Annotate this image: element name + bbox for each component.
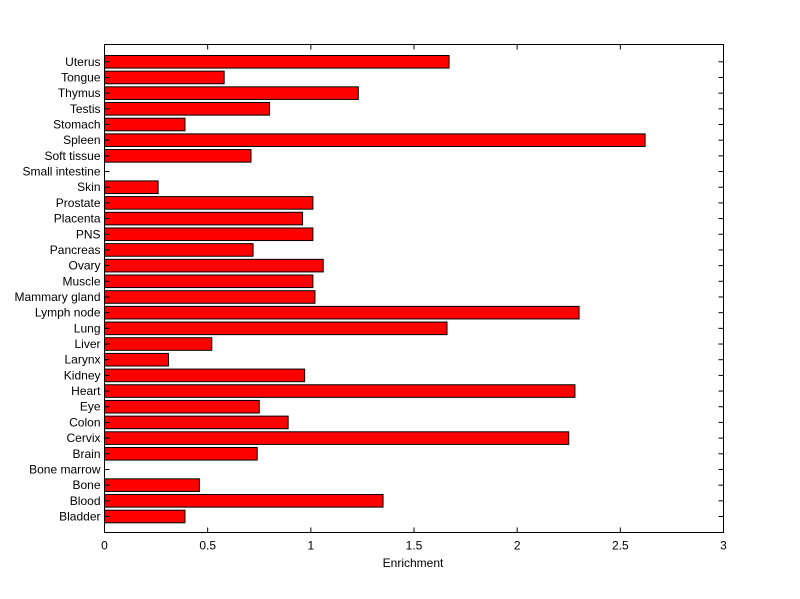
y-tick-label: Colon [69,415,100,429]
y-tick-label: Bone marrow [29,462,101,476]
y-tick-label: Stomach [53,118,100,132]
y-tick-label: Lung [74,321,101,335]
y-ticks-group [104,61,724,517]
y-tick-label: Kidney [64,368,101,382]
y-tick-label: Brain [72,447,100,461]
y-tick-label: Placenta [54,212,101,226]
x-tick-label: 2.5 [612,539,629,553]
y-tick-label: Mammary gland [14,290,100,304]
y-tick-label: Skin [77,180,100,194]
x-axis-label: Enrichment [383,556,444,570]
x-tick-label: 3 [720,539,727,553]
y-tick-label: Muscle [62,274,100,288]
bar-spleen [104,133,646,147]
x-tick-label: 0.5 [199,539,216,553]
bar-heart [104,384,576,398]
x-tick-label: 1.5 [406,539,423,553]
bar-blood [104,494,384,508]
y-tick-label: Larynx [64,353,100,367]
bar-larynx [104,352,169,367]
bar-mammary-gland [104,290,316,304]
x-tick-label: 0 [101,539,108,553]
bar-kidney [104,368,306,383]
bar-brain [104,446,258,461]
bar-placenta [104,211,304,226]
y-tick-label: Testis [70,102,101,116]
y-tick-label: Cervix [66,431,100,445]
y-tick-label: Tongue [61,70,101,84]
y-tick-label: Prostate [56,196,101,210]
y-tick-label: Eye [80,400,101,414]
bar-bone [104,478,200,492]
bar-stomach [104,117,186,132]
bar-muscle [104,274,314,289]
y-tick-label: Blood [70,494,101,508]
y-tick-label: Bone [72,478,100,492]
y-tick-label: Thymus [58,86,101,100]
x-tick-label: 2 [514,539,521,553]
bar-uterus [104,54,450,69]
bar-thymus [104,86,359,100]
bar-pns [104,227,314,242]
bar-tongue [104,70,225,85]
y-tick-label: Spleen [63,133,100,147]
bar-bladder [104,509,186,524]
bar-lung [104,321,448,336]
y-tick-label: Heart [71,384,101,398]
x-tick-label: 1 [307,539,314,553]
y-tick-label: PNS [76,227,101,241]
bar-testis [104,102,271,116]
y-tick-label: Bladder [59,510,100,524]
x-ticks-group [104,44,724,533]
bar-cervix [104,431,570,445]
y-tick-label: Uterus [65,55,100,69]
bar-eye [104,399,260,414]
y-tick-label: Ovary [68,259,100,273]
bar-prostate [104,196,314,210]
bar-soft-tissue [104,149,252,163]
bar-lymph-node [104,305,580,320]
y-tick-label: Liver [74,337,100,351]
y-tick-label: Small intestine [22,165,100,179]
x-tick-labels-group: 0 0.5 1 1.5 2 2.5 3 [101,539,727,553]
bar-pancreas [104,243,254,257]
bar-colon [104,415,289,430]
y-tick-label: Pancreas [50,243,101,257]
bar-ovary [104,258,324,273]
y-tick-label: Lymph node [35,306,101,320]
bar-skin [104,180,159,195]
bar-liver [104,337,213,351]
y-tick-label: Soft tissue [44,149,100,163]
bars-group [104,54,646,524]
